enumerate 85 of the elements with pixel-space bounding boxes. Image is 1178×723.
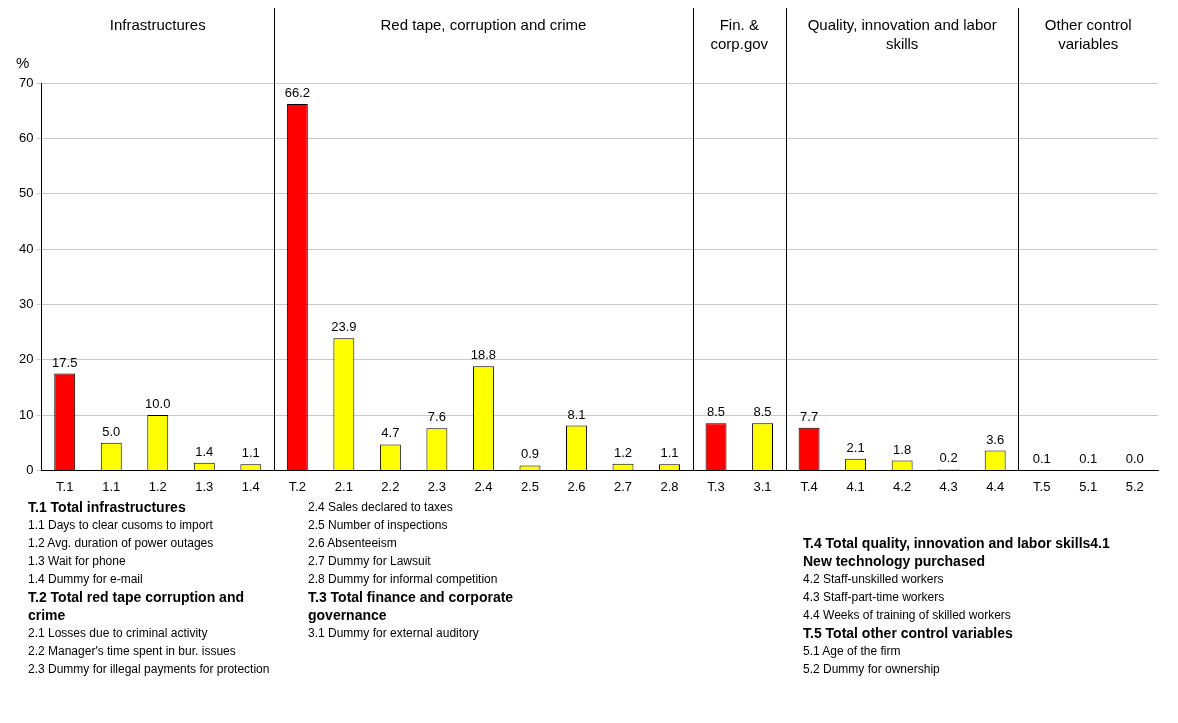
data-label: 0.0: [1125, 451, 1144, 467]
x-tick-label: 2.3: [427, 478, 446, 494]
text: Red tape, corruption and crime: [380, 15, 587, 33]
text: T.2 Total red tape corruption and crime: [28, 588, 245, 624]
x-tick-label: 1.4: [241, 478, 260, 494]
x-tick-label: 2.5: [520, 478, 539, 494]
y-tick-label: 0: [26, 461, 34, 477]
text: 1.4 Dummy for e-mail: [28, 571, 144, 588]
x-tick-label: 4.4: [986, 478, 1005, 494]
data-label: 0.1: [1032, 450, 1051, 466]
data-label: 7.7: [800, 408, 819, 424]
text: 5.2 Dummy for ownership: [803, 661, 941, 678]
text: Other control variables: [1044, 15, 1132, 52]
y-tick-label: 60: [18, 129, 34, 145]
data-label: 17.5: [52, 354, 78, 370]
text: 1.1 Days to clear cusoms to import: [28, 517, 214, 534]
x-tick-label: T.3: [707, 478, 725, 494]
y-tick-label: 70: [18, 74, 34, 90]
data-label: 5.0: [102, 423, 121, 439]
x-tick-label: 2.6: [567, 478, 586, 494]
text: 2.3 Dummy for illegal payments for protection: [28, 661, 271, 678]
x-tick-label: 2.7: [613, 478, 633, 494]
text: 2.6 Absenteeism: [308, 535, 398, 552]
text: 5.1 Age of the firm: [803, 643, 902, 660]
text: 1.3 Wait for phone: [28, 553, 127, 570]
x-tick-label: 4.2: [893, 478, 912, 494]
x-tick-label: 2.8: [660, 478, 679, 494]
x-tick-label: T.1: [56, 478, 74, 494]
x-tick-label: 2.2: [381, 478, 400, 494]
data-label: 1.4: [195, 443, 214, 459]
data-label: 3.6: [986, 431, 1005, 447]
x-tick-label: 3.1: [753, 478, 772, 494]
y-tick-label: 20: [18, 351, 34, 367]
x-tick-label: 4.1: [846, 478, 865, 494]
text: 2.7 Dummy for Lawsuit: [308, 553, 432, 570]
data-label: 0.9: [520, 446, 539, 462]
x-tick-label: 1.1: [102, 478, 121, 494]
data-label: 7.6: [427, 409, 446, 425]
y-axis-title: %: [16, 53, 30, 71]
text: 4.2 Staff-unskilled workers: [803, 571, 945, 588]
text: T.1 Total infrastructures: [28, 498, 187, 516]
x-tick-label: T.2: [288, 478, 307, 494]
text: T.4 Total quality, innovation and labor skills4.1 New technology purchased: [803, 534, 1111, 570]
data-label: 0.1: [1079, 450, 1098, 466]
x-tick-label: 5.2: [1125, 478, 1144, 494]
data-label: 1.8: [893, 441, 912, 457]
y-tick-label: 40: [18, 240, 34, 256]
text: T.3 Total finance and corporate governance: [308, 588, 515, 624]
x-tick-label: 2.4: [474, 478, 493, 494]
data-label: 8.1: [567, 406, 586, 422]
data-label: 1.1: [241, 445, 260, 461]
x-tick-label: 1.3: [195, 478, 214, 494]
text: 2.8 Dummy for informal competition: [308, 571, 499, 588]
text: Fin. & corp.gov: [710, 15, 769, 52]
text: 2.2 Manager's time spent in bur. issues: [28, 643, 237, 660]
x-tick-label: 5.1: [1079, 478, 1098, 494]
y-tick-label: 30: [18, 295, 34, 311]
text: 3.1 Dummy for external auditory: [308, 625, 480, 642]
text: 2.5 Number of inspections: [308, 517, 449, 534]
y-tick-label: 50: [18, 185, 34, 201]
x-tick-label: T.5: [1033, 478, 1051, 494]
x-tick-label: T.4: [800, 478, 818, 494]
data-label: 1.2: [613, 444, 633, 460]
text: 1.2 Avg. duration of power outages: [28, 535, 215, 552]
data-label: 4.7: [381, 425, 400, 441]
data-label: 10.0: [145, 396, 171, 412]
text: 2.4 Sales declared to taxes: [308, 499, 454, 516]
text: 4.4 Weeks of training of skilled workers: [803, 607, 1012, 624]
data-label: 18.8: [470, 347, 497, 363]
data-label: 0.2: [939, 450, 958, 466]
data-label: 8.5: [753, 404, 772, 420]
data-label: 8.5: [707, 404, 726, 420]
x-tick-label: 1.2: [148, 478, 167, 494]
text: Infrastructures: [109, 15, 206, 33]
x-tick-label: 4.3: [939, 478, 958, 494]
text: 2.1 Losses due to criminal activity: [28, 625, 209, 642]
data-label: 2.1: [846, 439, 865, 455]
data-label: 1.1: [660, 445, 679, 461]
data-label: 66.2: [284, 85, 310, 101]
y-tick-label: 10: [18, 406, 34, 422]
x-tick-label: 2.1: [334, 478, 353, 494]
text: 4.3 Staff-part-time workers: [803, 589, 946, 606]
data-label: 23.9: [331, 319, 357, 335]
text: Quality, innovation and labor skills: [807, 15, 997, 52]
text: T.5 Total other control variables: [803, 624, 1014, 642]
